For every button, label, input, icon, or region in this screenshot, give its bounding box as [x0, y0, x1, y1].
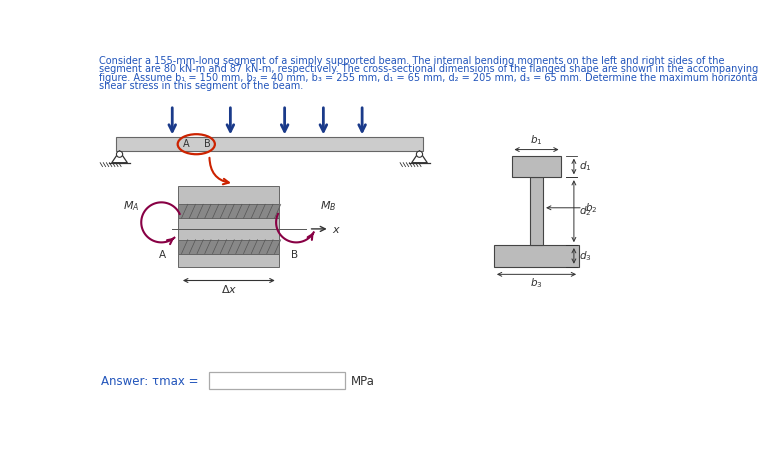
Bar — [178, 253, 279, 267]
Text: B: B — [204, 139, 211, 149]
Text: figure. Assume b₁ = 150 mm, b₂ = 40 mm, b₃ = 255 mm, d₁ = 65 mm, d₂ = 205 mm, d₃: figure. Assume b₁ = 150 mm, b₂ = 40 mm, … — [99, 73, 758, 83]
Text: segment are 80 kN-m and 87 kN-m, respectively. The cross-sectional dimensions of: segment are 80 kN-m and 87 kN-m, respect… — [99, 64, 758, 74]
Bar — [512, 156, 562, 177]
Text: Consider a 155-mm-long segment of a simply supported beam. The internal bending : Consider a 155-mm-long segment of a simp… — [99, 55, 725, 66]
Text: $d_1$: $d_1$ — [578, 160, 591, 173]
Bar — [178, 239, 279, 253]
Bar — [178, 218, 279, 239]
Text: A: A — [183, 139, 190, 149]
Text: $\Delta x$: $\Delta x$ — [221, 283, 237, 295]
Text: $d_2$: $d_2$ — [578, 204, 591, 218]
Text: MPa: MPa — [350, 375, 374, 388]
Text: $M_A$: $M_A$ — [124, 199, 139, 213]
Bar — [178, 204, 279, 218]
Text: $b_2$: $b_2$ — [585, 201, 597, 215]
Text: $b_3$: $b_3$ — [530, 276, 543, 290]
FancyArrowPatch shape — [209, 158, 229, 184]
Text: A: A — [159, 250, 167, 261]
Bar — [530, 177, 543, 245]
Circle shape — [416, 151, 422, 157]
Text: shear stress in this segment of the beam.: shear stress in this segment of the beam… — [99, 81, 304, 91]
Bar — [178, 186, 279, 204]
Text: B: B — [291, 250, 298, 261]
Bar — [209, 372, 345, 389]
Text: $b_1$: $b_1$ — [530, 133, 543, 147]
Bar — [117, 137, 422, 151]
Text: $M_B$: $M_B$ — [320, 199, 336, 213]
Bar — [494, 245, 579, 267]
Text: $x$: $x$ — [332, 225, 341, 235]
Circle shape — [117, 151, 123, 157]
Text: Answer: τmax =: Answer: τmax = — [101, 375, 199, 388]
Text: $d_3$: $d_3$ — [578, 249, 591, 263]
